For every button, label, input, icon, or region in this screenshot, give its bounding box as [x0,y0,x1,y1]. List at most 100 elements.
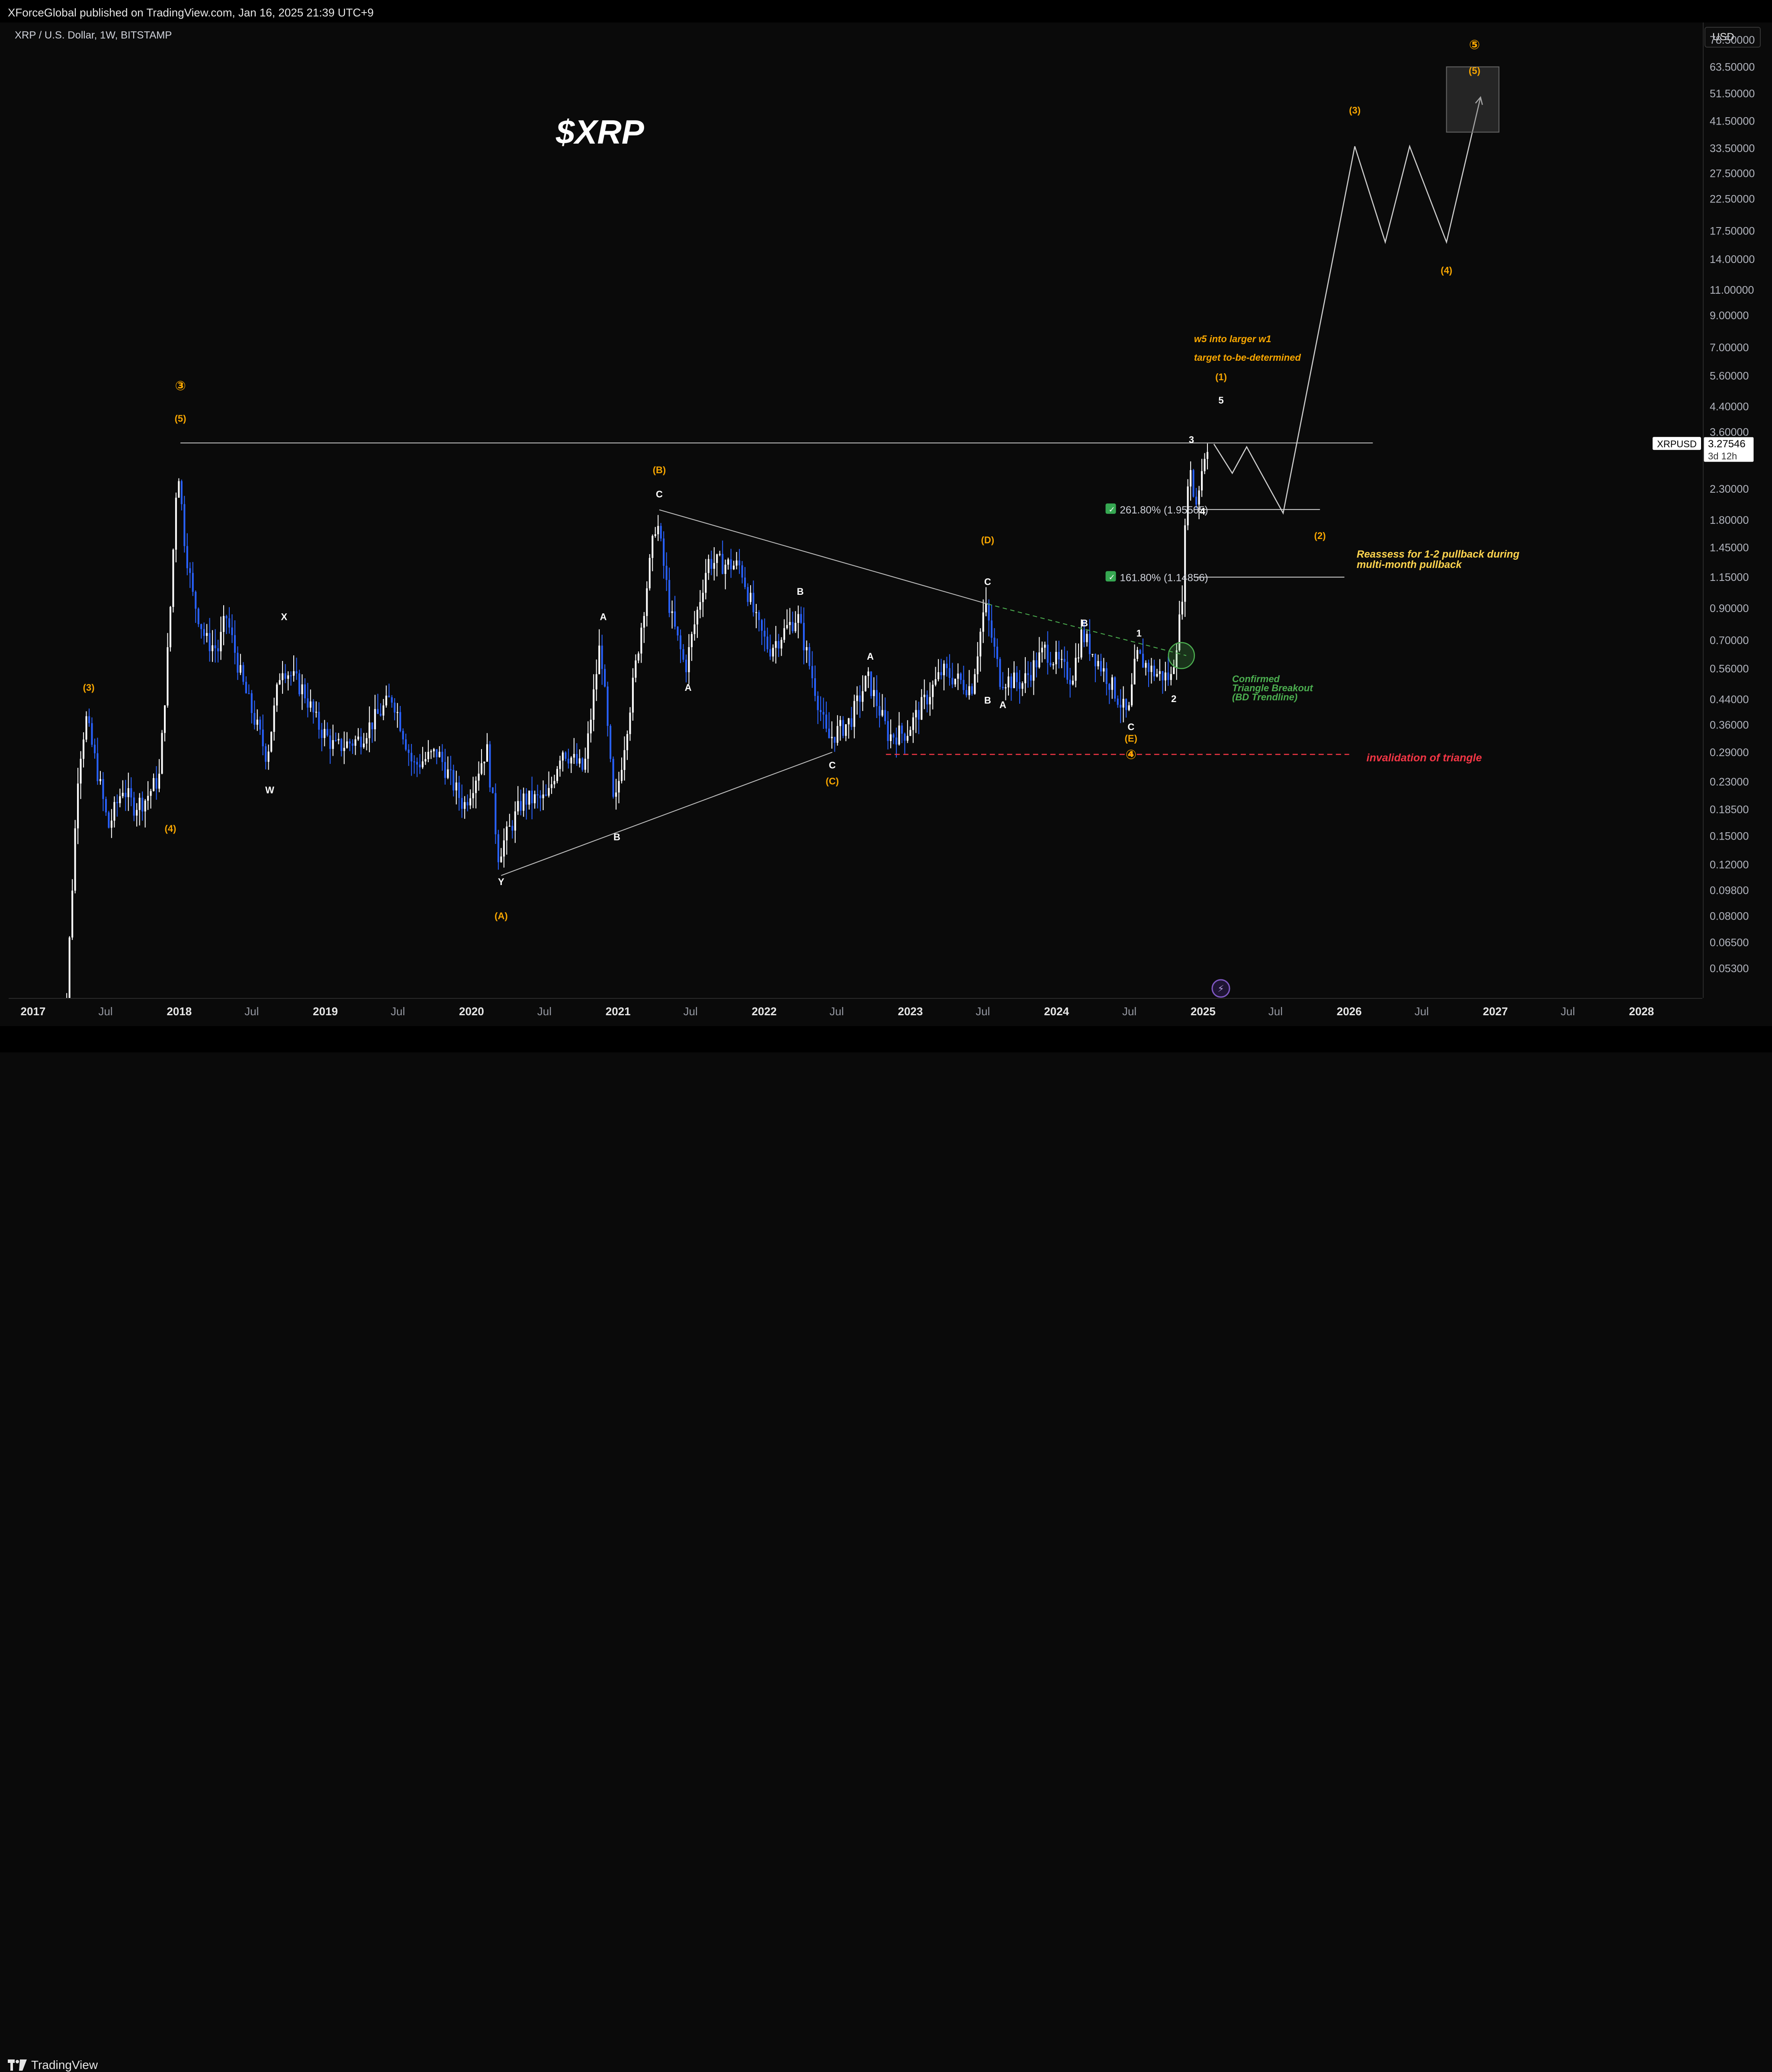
candle-body [1018,682,1021,689]
price-tick-label: 0.56000 [1710,663,1749,675]
candle-body [489,744,491,788]
annotation-breakout-2: Triangle Breakout [1232,683,1313,693]
candle-body [657,526,659,535]
wave-label: B [613,832,620,843]
annotation-breakout-3: (BD Trendline) [1232,692,1297,702]
candle-body [212,645,214,651]
candle-body [1013,672,1015,688]
candle-body [909,730,912,736]
candle-body [279,680,281,685]
candle-body [497,834,499,863]
candle-body [385,696,387,706]
time-tick-label: Jul [1268,1005,1283,1018]
candle-body [971,686,973,694]
candle-body [766,636,768,649]
candle-body [842,720,844,736]
candle-body [853,701,855,727]
candle-body [660,526,662,539]
candle-body [632,677,634,713]
wave-label: 4 [1200,506,1206,516]
candle-body [1111,677,1113,690]
chart-pane[interactable] [9,22,1702,998]
wave-label: 2 [1171,693,1176,704]
candle-body [1010,676,1012,688]
candle-body [301,684,303,694]
candle-body [138,798,141,810]
candle-body [545,794,547,796]
ticker-label: XRPUSD [1657,439,1697,449]
candle-body [680,635,682,649]
candle-body [654,534,656,536]
candle-body [379,714,382,716]
candle-body [93,744,96,754]
candle-body [469,798,472,805]
candle-body [607,686,609,726]
wave-label: (C) [826,776,839,787]
candle-body [705,573,707,593]
published-header: XForceGlobal published on TradingView.co… [0,0,1772,22]
candle-body [1187,486,1189,526]
candle-body [91,723,93,745]
wave-label: (B) [653,465,666,475]
candle-body [461,798,463,809]
candle-body [1122,699,1124,708]
candle-body [867,671,870,676]
candle-body [419,764,421,767]
chart-watermark: $XRP [555,113,645,151]
candle-body [674,611,676,627]
price-tick-label: 0.09800 [1710,885,1749,897]
candle-body [693,624,696,634]
candle-body [197,609,199,624]
price-tick-label: 17.50000 [1710,225,1755,237]
symbol-title[interactable]: XRP / U.S. Dollar, 1W, BITSTAMP [15,29,172,41]
candle-body [1044,645,1046,648]
candle-body [1033,660,1035,681]
candle-body [982,612,984,632]
candle-body [836,726,838,743]
candle-body [447,769,449,778]
candle-body [825,714,827,729]
candle-body [192,573,194,592]
time-tick-label: Jul [537,1005,552,1018]
candle-body [937,672,940,680]
candle-body [186,546,188,568]
candle-body [1192,470,1194,497]
candle-body [242,665,244,682]
candle-body [1002,686,1004,688]
candle-body [172,549,174,607]
candle-body [822,712,825,715]
candle-body [637,653,639,661]
candle-body [663,538,665,566]
candle-body [921,697,923,720]
candle-body [800,614,802,623]
candle-body [102,779,104,799]
currency-button[interactable]: USD [1705,27,1761,48]
candle-body [1159,671,1161,674]
candle-body [710,559,713,569]
wave-label: C [656,489,663,500]
candle-body [1150,665,1152,672]
time-tick-label: Jul [684,1005,698,1018]
wave-label: A [867,651,874,662]
candle-body [525,793,527,805]
candle-body [576,754,578,764]
candle-body [643,616,645,628]
wave-label: B [797,586,804,597]
fib-level-label: 161.80% (1.14856) [1120,572,1208,584]
price-tick-label: 41.50000 [1710,115,1755,128]
candle-body [85,716,87,740]
candle-body [595,674,597,690]
candle-body [856,695,858,701]
candle-body [548,788,550,796]
target-box [1446,66,1499,133]
price-chart[interactable]: invalidation of triangle ✓ 261.80% (1.9550… [0,0,1772,1052]
candle-body [879,706,881,716]
candle-body [979,632,982,657]
candle-body [690,634,693,647]
fib-check-icon [1105,503,1116,514]
tradingview-logo[interactable]: TradingView [8,2058,98,2072]
candle-body [332,740,334,749]
candle-body [1173,667,1175,674]
candle-body [923,694,925,697]
candle-body [738,560,741,565]
